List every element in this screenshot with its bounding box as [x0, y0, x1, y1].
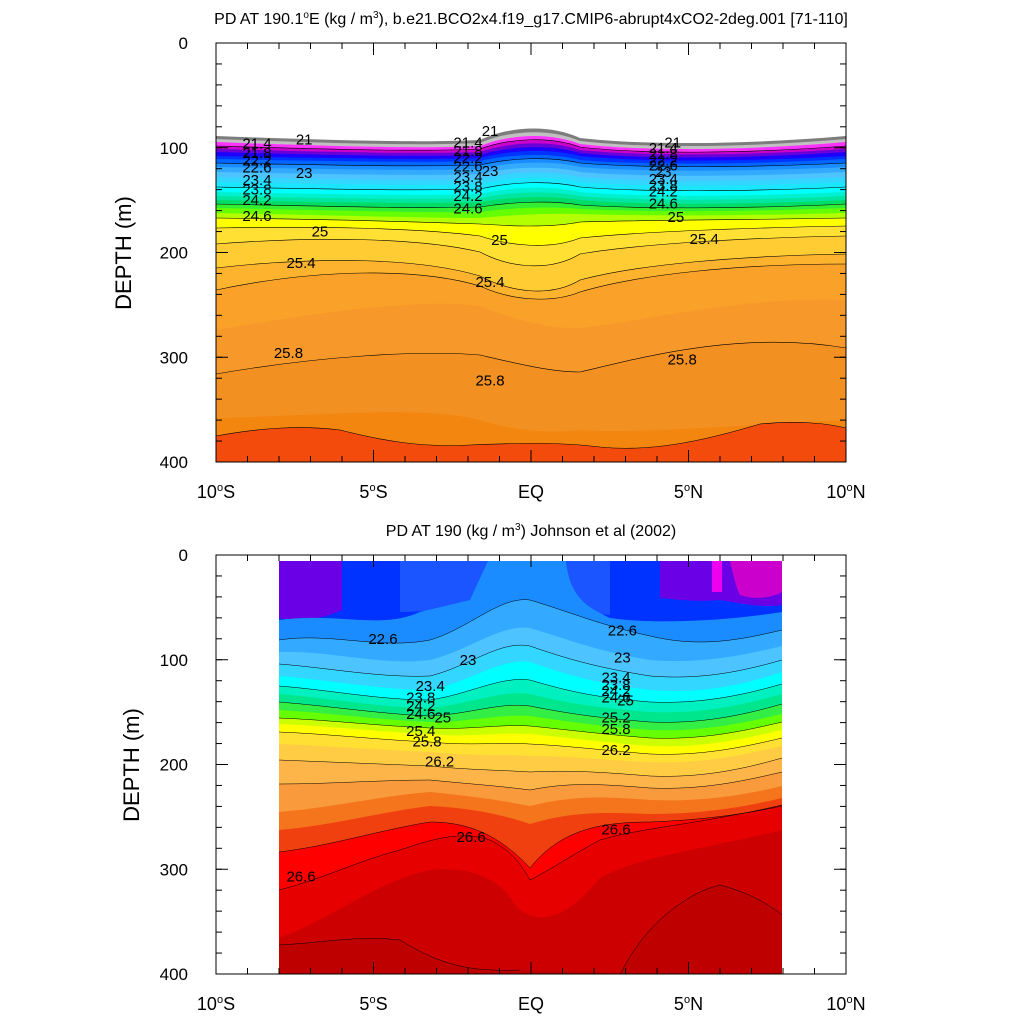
contour-label: 23.4: [416, 678, 445, 695]
contour-label: 23.4: [601, 670, 630, 687]
contour-label: 21.8: [242, 145, 271, 162]
x-tick-label: 5oS: [359, 994, 387, 1014]
contour-label: 21.4: [649, 140, 678, 157]
axes: 10oS 5oS EQ 5oN 10oN 0 100 200 300 400: [160, 34, 866, 502]
contour-label: 24.2: [649, 184, 678, 201]
contour-label: 22.6: [649, 158, 678, 175]
contour-label: 23: [482, 163, 499, 180]
contour-label: 22.2: [649, 152, 678, 169]
contour-label: 23.8: [649, 177, 678, 194]
contour-label: 22.6: [608, 622, 637, 639]
y-tick-label: 100: [160, 139, 188, 158]
contour-label: 22.6: [242, 160, 271, 177]
contour-label: 23.8: [453, 179, 482, 196]
contour-label: 25: [434, 709, 451, 726]
x-tick-label: EQ: [518, 994, 544, 1014]
contour-label: 24.2: [453, 188, 482, 205]
contour-label: 21: [296, 131, 313, 148]
contour-label: 24.6: [601, 689, 630, 706]
contour-label: 22.6: [453, 159, 482, 176]
contour-label: 26.6: [601, 821, 630, 838]
contour-label: 26.6: [286, 869, 315, 886]
contour-label: 25.4: [475, 274, 504, 291]
contour-label: 25.4: [690, 231, 719, 248]
contour-label: 21: [482, 123, 499, 140]
x-tick-label: 5oN: [674, 482, 703, 502]
y-axis-label: DEPTH (m): [111, 196, 136, 310]
contour-label: 25.8: [274, 345, 303, 362]
contour-label: 26.2: [601, 742, 630, 759]
contour-label: 24.2: [601, 683, 630, 700]
contour-label: 23.4: [242, 172, 271, 189]
contour-label: 23.8: [242, 182, 271, 199]
x-tick-label: 10oN: [826, 994, 865, 1014]
y-tick-label: 300: [160, 348, 188, 367]
x-tick-label: 10oN: [826, 482, 865, 502]
y-tick-label: 0: [179, 34, 188, 53]
contour-label: 22.2: [453, 150, 482, 167]
contour-label: 24.6: [406, 706, 435, 723]
contour-label: 21.4: [242, 136, 271, 153]
contour-label: 24.2: [242, 192, 271, 209]
contour-fill: [216, 555, 846, 974]
x-tick-label: 10oS: [197, 994, 235, 1014]
contour-label: 25.8: [475, 372, 504, 389]
contour-label: 23.8: [601, 677, 630, 694]
x-tick-label: 5oS: [359, 482, 387, 502]
chart-title: PD AT 190.1oE (kg / m3), b.e21.BCO2x4.f1…: [214, 10, 848, 28]
axes: 10oS 5oS EQ 5oN 10oN 0 100 200 300 400: [160, 546, 866, 1014]
contour-label: 25.8: [601, 721, 630, 738]
contour-label: 25.2: [601, 709, 630, 726]
contour-label: 24.6: [649, 195, 678, 212]
contour-label: 22.6: [368, 631, 397, 648]
contour-label: 25.8: [668, 351, 697, 368]
contour-label: 23.8: [406, 689, 435, 706]
contour-label: 23.4: [649, 171, 678, 188]
panel-observations: PD AT 190 (kg / m3) Johnson et al (2002): [119, 522, 866, 1014]
x-tick-label: 10oS: [197, 482, 235, 502]
y-tick-label: 300: [160, 860, 188, 879]
contour-label: 26.2: [425, 753, 454, 770]
contour-label: 23: [655, 164, 672, 181]
y-tick-label: 0: [179, 546, 188, 565]
chart-title: PD AT 190 (kg / m3) Johnson et al (2002): [386, 522, 676, 540]
panel-model: PD AT 190.1oE (kg / m3), b.e21.BCO2x4.f1…: [111, 10, 866, 502]
contour-label: 23.4: [453, 169, 482, 186]
contour-label: 25: [617, 693, 634, 710]
contour-label: 25: [668, 209, 685, 226]
contour-label: 21.4: [453, 135, 482, 152]
contour-label: 24.6: [242, 208, 271, 225]
contour-label: 26.6: [457, 829, 486, 846]
contour-label: 25.4: [406, 723, 435, 740]
y-tick-label: 400: [160, 965, 188, 984]
contour-label: 25: [312, 224, 329, 241]
contour-label: 23: [460, 652, 477, 669]
y-tick-label: 200: [160, 756, 188, 775]
contour-label: 21: [664, 135, 681, 152]
contour-label: 25.8: [412, 733, 441, 750]
x-tick-label: EQ: [518, 482, 544, 502]
contour-label: 24.6: [453, 201, 482, 218]
y-tick-label: 400: [160, 453, 188, 472]
contour-label: 22.2: [242, 152, 271, 169]
contour-label: 24.2: [406, 698, 435, 715]
y-tick-label: 200: [160, 244, 188, 263]
contour-fill: [216, 43, 846, 462]
contour-label: 25: [491, 232, 508, 249]
y-axis-label: DEPTH (m): [119, 708, 144, 822]
contour-label: 25.4: [286, 255, 315, 272]
x-tick-label: 5oN: [674, 994, 703, 1014]
contour-label: 21.8: [453, 143, 482, 160]
contour-label: 21.8: [649, 146, 678, 163]
contour-label: 23: [296, 165, 313, 182]
y-tick-label: 100: [160, 651, 188, 670]
contour-label: 23: [614, 650, 631, 667]
